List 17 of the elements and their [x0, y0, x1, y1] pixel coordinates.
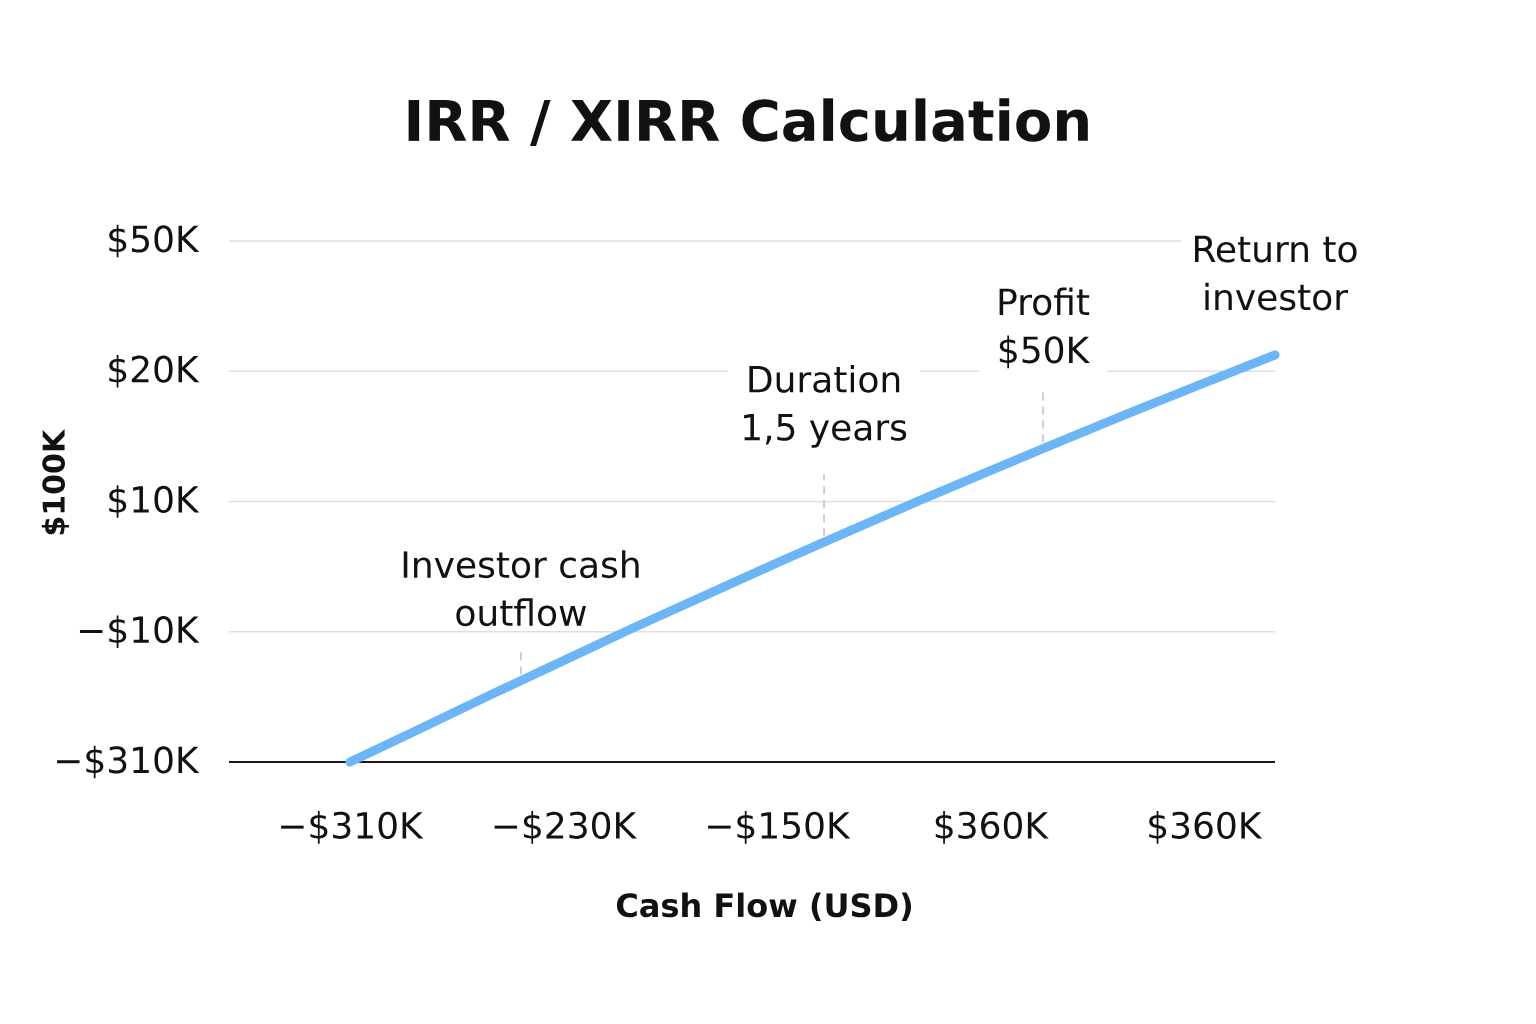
- x-axis-title: Cash Flow (USD): [616, 892, 912, 922]
- ref-line-label: $50K: [109, 224, 200, 258]
- text: $100K: [41, 428, 69, 535]
- x-tick-label: −$310K: [281, 811, 424, 844]
- chart-title: IRR / XIRR Calculation: [408, 98, 1088, 147]
- annotation: Return to investor: [1195, 235, 1357, 311]
- x-tick-label: −$230K: [494, 811, 637, 844]
- ref-line-label: $10K: [109, 485, 200, 518]
- ref-line-label: −$10K: [79, 615, 200, 649]
- x-tick-label: $360K: [1149, 811, 1263, 844]
- annotation: Profit $50K: [999, 287, 1090, 369]
- annotation: Duration 1,5 years: [744, 364, 907, 448]
- text: −$310K: [57, 745, 200, 779]
- ref-line-label: $20K: [109, 354, 200, 388]
- x-tick-label: $360K: [935, 811, 1049, 844]
- annotation: Investor cash outflow: [403, 550, 639, 627]
- x-tick-label: −$150K: [708, 811, 851, 844]
